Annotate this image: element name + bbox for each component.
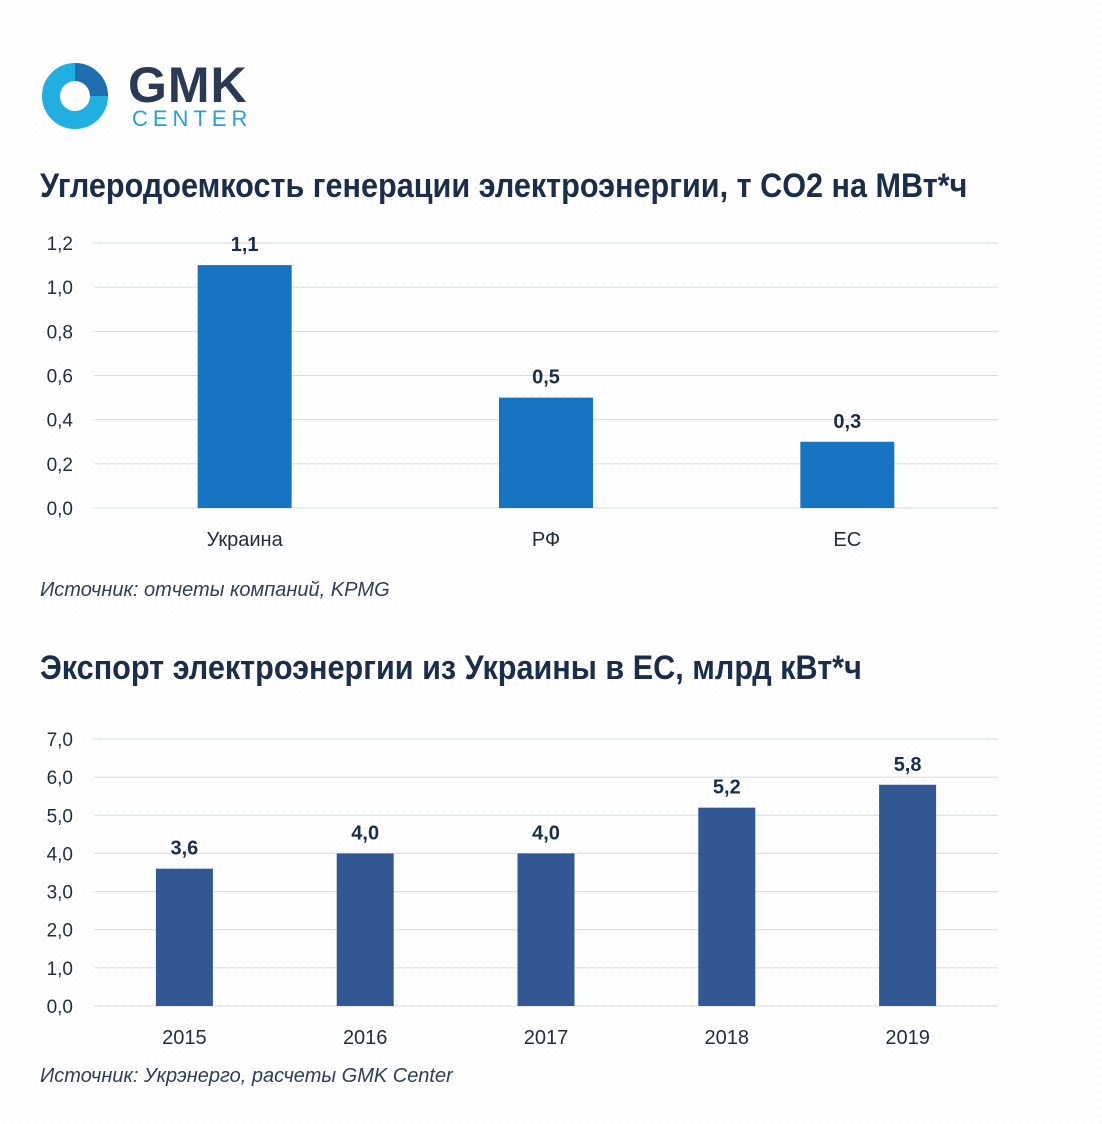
y-tick-label: 2,0 (47, 921, 73, 942)
data-label: 4,0 (532, 822, 560, 844)
x-tick-label: 2019 (885, 1027, 930, 1049)
y-tick-label: 1,0 (47, 278, 73, 299)
chart-2-title: Экспорт электроэнергии из Украины в ЕС, … (40, 649, 862, 687)
y-tick-label: 4,0 (47, 844, 73, 865)
data-label: 1,1 (231, 234, 259, 256)
y-tick-label: 1,2 (47, 234, 73, 255)
x-tick-label: 2018 (705, 1027, 750, 1049)
bar (879, 784, 937, 1006)
carbon-intensity-chart: 0,0 0,2 0,4 0,6 0,8 1,0 1,2 1,1 Украина 0,5 РФ 0,3 Е… (47, 234, 998, 551)
data-label: 0,5 (532, 367, 560, 389)
data-label: 4,0 (351, 822, 379, 844)
electricity-export-chart: 0,0 1,0 2,0 3,0 4,0 5,0 6,0 7,0 3,6 2015 4,0 2016 4,… (47, 730, 998, 1049)
x-tick-label: ЕС (833, 529, 861, 551)
x-tick-label: Украина (207, 529, 284, 551)
bar (499, 397, 593, 508)
chart-1-source: Источник: отчеты компаний, KPMG (40, 579, 390, 601)
y-tick-label: 0,2 (47, 455, 73, 476)
bar (197, 265, 292, 508)
x-tick-label: 2017 (524, 1027, 569, 1049)
data-label: 0,3 (833, 411, 861, 433)
y-tick-label: 0,0 (47, 499, 73, 520)
chart-1-title: Углеродоемкость генерации электроэнергии… (40, 167, 968, 205)
bar (155, 868, 213, 1006)
data-label: 5,2 (713, 777, 741, 799)
y-tick-label: 0,6 (47, 367, 73, 388)
x-tick-label: 2015 (162, 1027, 207, 1049)
logo-brand-text: GMK (128, 57, 248, 113)
data-label: 3,6 (170, 838, 198, 860)
x-tick-label: РФ (532, 529, 560, 551)
bar (517, 853, 575, 1006)
gmk-center-logo: GMK CENTER (40, 55, 270, 135)
y-tick-label: 6,0 (47, 768, 73, 789)
y-tick-label: 0,0 (47, 997, 73, 1018)
bar (800, 441, 895, 508)
bar (336, 853, 394, 1006)
bar (698, 807, 756, 1006)
y-tick-label: 3,0 (47, 883, 73, 904)
y-tick-label: 7,0 (47, 730, 73, 751)
x-tick-label: 2016 (343, 1027, 388, 1049)
y-tick-label: 5,0 (47, 806, 73, 827)
y-tick-label: 0,4 (47, 411, 74, 432)
y-tick-label: 0,8 (47, 322, 73, 343)
y-tick-label: 1,0 (47, 959, 73, 980)
logo-sub-text: CENTER (132, 106, 253, 131)
chart-2-source: Источник: Укрэнерго, расчеты GMK Center (40, 1065, 453, 1087)
data-label: 5,8 (894, 754, 922, 776)
logo-ring-icon (42, 63, 108, 129)
